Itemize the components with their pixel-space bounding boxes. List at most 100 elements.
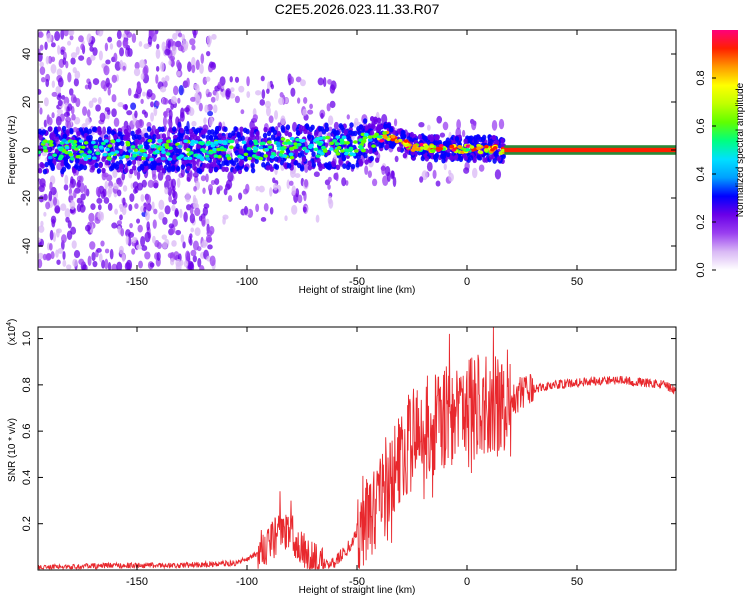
spectrogram-cell <box>61 166 67 173</box>
spectrogram-cell <box>144 231 151 243</box>
spectrogram-cell <box>180 167 185 178</box>
spectrogram-cell <box>60 30 65 40</box>
spectrogram-cell <box>94 162 99 169</box>
spectrogram-ridge-cell <box>200 148 205 152</box>
spectrogram-cell <box>56 259 61 265</box>
spectrogram-cell <box>206 230 213 237</box>
spectrogram-cell <box>191 120 197 127</box>
spectrogram-ridge-cell <box>38 150 42 155</box>
spectrogram-cell <box>205 234 212 243</box>
spectrogram-cell <box>303 96 308 104</box>
spectrogram-cell <box>104 258 109 270</box>
spectrogram-ridge-cell <box>212 147 217 152</box>
spectrogram-cell <box>122 65 126 71</box>
spectrogram-cell <box>173 85 179 96</box>
spectrogram-ridge-cell <box>210 144 216 148</box>
spectrogram-cell <box>326 103 331 112</box>
spectrogram-cell <box>265 164 271 171</box>
spectrogram-cell <box>105 59 111 65</box>
spectrogram-cell <box>72 258 78 267</box>
spectrogram-cell <box>128 204 133 212</box>
spectrogram-cell <box>286 163 292 169</box>
spectrogram-cell <box>367 170 372 178</box>
spectrogram-ridge-cell <box>279 150 285 154</box>
spectrogram-cell <box>238 85 245 93</box>
spectrogram-cell <box>105 174 113 182</box>
spectrogram-cell <box>144 132 149 139</box>
spectrogram-cell <box>76 130 81 137</box>
spectrogram-ridge-cell <box>419 142 425 147</box>
spectrogram-cell <box>376 117 382 124</box>
spectrogram-ridge-cell <box>341 135 347 140</box>
spectrogram-cell <box>122 185 128 192</box>
spectrogram-cell <box>140 136 145 143</box>
spectrogram-cell <box>57 99 63 107</box>
spectrogram-cell <box>461 153 467 159</box>
spectrogram-cell <box>195 85 200 94</box>
spectrogram-cell <box>209 255 216 267</box>
spectrogram-ridge-cell <box>133 148 139 152</box>
spectrogram-cell <box>471 120 477 131</box>
spectrogram-ridge-cell <box>271 152 276 156</box>
spectrogram-cell <box>146 121 152 129</box>
spectrogram-cell <box>201 219 206 227</box>
spectrogram-cell <box>329 84 336 94</box>
spectrogram-cell <box>259 99 266 106</box>
spectrogram-cell <box>92 78 100 86</box>
spectrogram-ridge-cell <box>300 138 306 143</box>
spectrogram-cell <box>165 174 170 182</box>
spectrogram-ridge-cell <box>107 144 113 148</box>
spectrogram-ridge-cell <box>83 141 89 145</box>
spectrogram-cell <box>92 260 98 268</box>
spectrogram-cell <box>488 154 494 160</box>
x-tick-label: 50 <box>571 276 583 288</box>
spectrogram-ridge-cell <box>164 143 169 147</box>
spectrogram-cell <box>107 87 111 96</box>
x-tick-label: 50 <box>571 576 583 588</box>
spectrogram-cell <box>155 74 159 84</box>
spectrogram-ridge-cell <box>352 140 358 144</box>
spectrogram-cell <box>149 262 155 268</box>
spectrogram-cell <box>185 250 190 261</box>
x-tick-label: -50 <box>349 276 365 288</box>
spectrogram-cell <box>57 247 64 254</box>
spectrogram-cell <box>54 148 60 154</box>
spectrogram-ridge-cell <box>141 156 146 161</box>
snr-x-ticks: -150 -100 -50 0 50 <box>126 327 583 588</box>
spectrogram-ridge-cell <box>321 145 326 150</box>
spectrogram-ridge-cell <box>213 140 219 145</box>
spectrogram-cell <box>62 259 67 267</box>
spectrogram-cell <box>453 155 458 161</box>
spectrogram-cell <box>180 164 186 170</box>
spectrogram-cell <box>251 134 256 141</box>
spectrogram-cell <box>136 218 141 224</box>
spectrogram-cell <box>173 148 179 154</box>
spectrogram-cell <box>151 201 155 211</box>
spectrogram-cell <box>331 161 336 168</box>
spectrogram-ridge-cell <box>267 145 273 149</box>
spectrogram-cell <box>116 40 122 48</box>
spectrogram-ridge-cell <box>57 156 63 161</box>
spectrogram-cell <box>345 134 351 140</box>
spectrogram-ridge-cell <box>160 156 166 161</box>
spectrogram-ridge-cell <box>161 150 166 154</box>
spectrogram-cell <box>174 207 179 218</box>
spectrogram-cell <box>96 247 102 253</box>
spectrogram-cell <box>71 240 77 249</box>
spectrogram-cell <box>333 121 339 130</box>
x-tick-label: -100 <box>236 576 258 588</box>
spectrogram-cell <box>176 136 181 143</box>
spectrogram-ridge-cell <box>104 147 110 152</box>
spectrogram-cell <box>248 149 254 155</box>
snr-line-group <box>38 327 676 570</box>
spectrogram-cell <box>439 132 446 138</box>
spectrogram-cell <box>125 235 129 246</box>
spectrogram-cell <box>114 208 118 215</box>
spectrogram-cell <box>293 160 298 166</box>
spectrogram-ridge-cell <box>465 144 471 148</box>
spectrogram-cell <box>264 100 271 109</box>
spectrogram-cell <box>289 76 294 85</box>
spectrogram-cell <box>124 30 130 36</box>
spectrogram-cell <box>191 56 196 68</box>
spectrogram-cell <box>118 245 124 255</box>
